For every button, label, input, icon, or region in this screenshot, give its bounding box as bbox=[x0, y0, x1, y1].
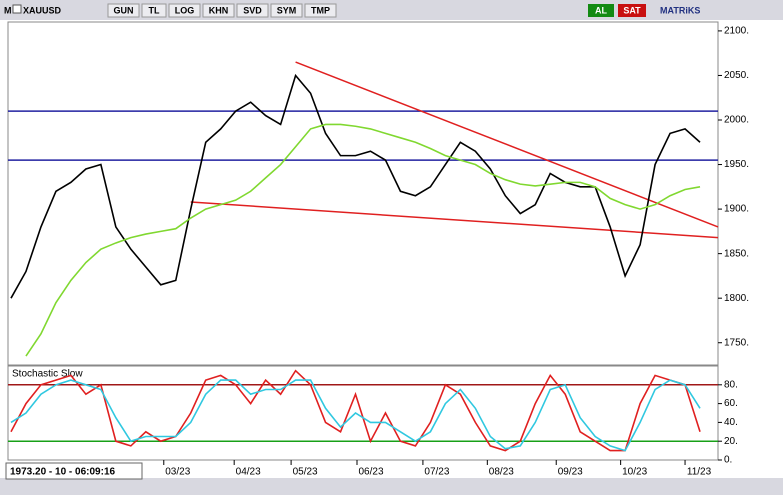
y-tick-label: 1950. bbox=[724, 159, 749, 170]
x-tick-label: 06/23 bbox=[358, 467, 383, 478]
toolbar-button[interactable] bbox=[304, 3, 337, 18]
y-tick-label: 1850. bbox=[724, 248, 749, 259]
toolbar-button[interactable] bbox=[270, 3, 303, 18]
status: 1973.20 - 10 - 06:09:16 bbox=[10, 467, 116, 478]
symbol-prefix: M bbox=[4, 5, 12, 15]
toolbar-button-label[interactable]: KHN bbox=[209, 5, 229, 15]
x-tick-label: 11/23 bbox=[687, 467, 712, 478]
y-tick-label: 2050. bbox=[724, 70, 749, 81]
toolbar-button-label[interactable]: GUN bbox=[114, 5, 134, 15]
y-tick-label: 2000. bbox=[724, 115, 749, 126]
series-line bbox=[10, 73, 701, 299]
y-tick-label: 1800. bbox=[724, 293, 749, 304]
series-line bbox=[25, 123, 701, 357]
x-tick-label: 05/23 bbox=[293, 467, 318, 478]
y-tick-label: 1750. bbox=[724, 337, 749, 348]
toolbar-button-label[interactable]: TMP bbox=[311, 5, 330, 15]
stochastic-panel bbox=[7, 365, 719, 461]
toolbar-button[interactable] bbox=[168, 3, 201, 18]
y-tick-label: 60. bbox=[724, 398, 738, 409]
y-tick-label: 20. bbox=[724, 436, 738, 447]
sell-label[interactable]: SAT bbox=[623, 5, 641, 15]
y-tick-label: 0. bbox=[724, 455, 732, 466]
toolbar-button-label[interactable]: SYM bbox=[277, 5, 297, 15]
trendline bbox=[295, 61, 719, 228]
panel-title: Stochastic Slow bbox=[12, 369, 83, 380]
x-tick-label: 09/23 bbox=[558, 467, 583, 478]
sell-button[interactable] bbox=[618, 4, 646, 17]
toolbar-button[interactable] bbox=[236, 3, 269, 18]
trendline bbox=[190, 201, 719, 239]
brand: MATRiKS bbox=[660, 5, 700, 15]
x-tick-label: 04/23 bbox=[236, 467, 261, 478]
toolbar-button[interactable] bbox=[141, 3, 167, 18]
status-bar bbox=[0, 478, 783, 495]
toolbar-button-label[interactable]: LOG bbox=[175, 5, 195, 15]
y-tick-label: 40. bbox=[724, 417, 738, 428]
x-tick-label: 07/23 bbox=[424, 467, 449, 478]
y-tick-label: 80. bbox=[724, 379, 738, 390]
x-tick-label: 08/23 bbox=[489, 467, 514, 478]
x-tick-label: 03/23 bbox=[165, 467, 190, 478]
series-line bbox=[10, 379, 701, 452]
status-box bbox=[5, 462, 143, 480]
checkbox[interactable] bbox=[12, 4, 22, 14]
toolbar-button[interactable] bbox=[202, 3, 235, 18]
symbol[interactable]: XAUUSD bbox=[23, 5, 62, 15]
y-tick-label: 1900. bbox=[724, 204, 749, 215]
series-line bbox=[10, 369, 701, 452]
toolbar-button-label[interactable]: TL bbox=[149, 5, 160, 15]
toolbar-button-label[interactable]: SVD bbox=[243, 5, 262, 15]
price-panel bbox=[7, 21, 719, 366]
x-tick-label: 10/23 bbox=[622, 467, 647, 478]
buy-button[interactable] bbox=[588, 4, 614, 17]
toolbar-button[interactable] bbox=[107, 3, 140, 18]
y-tick-label: 2100. bbox=[724, 26, 749, 37]
buy-label[interactable]: AL bbox=[595, 5, 607, 15]
